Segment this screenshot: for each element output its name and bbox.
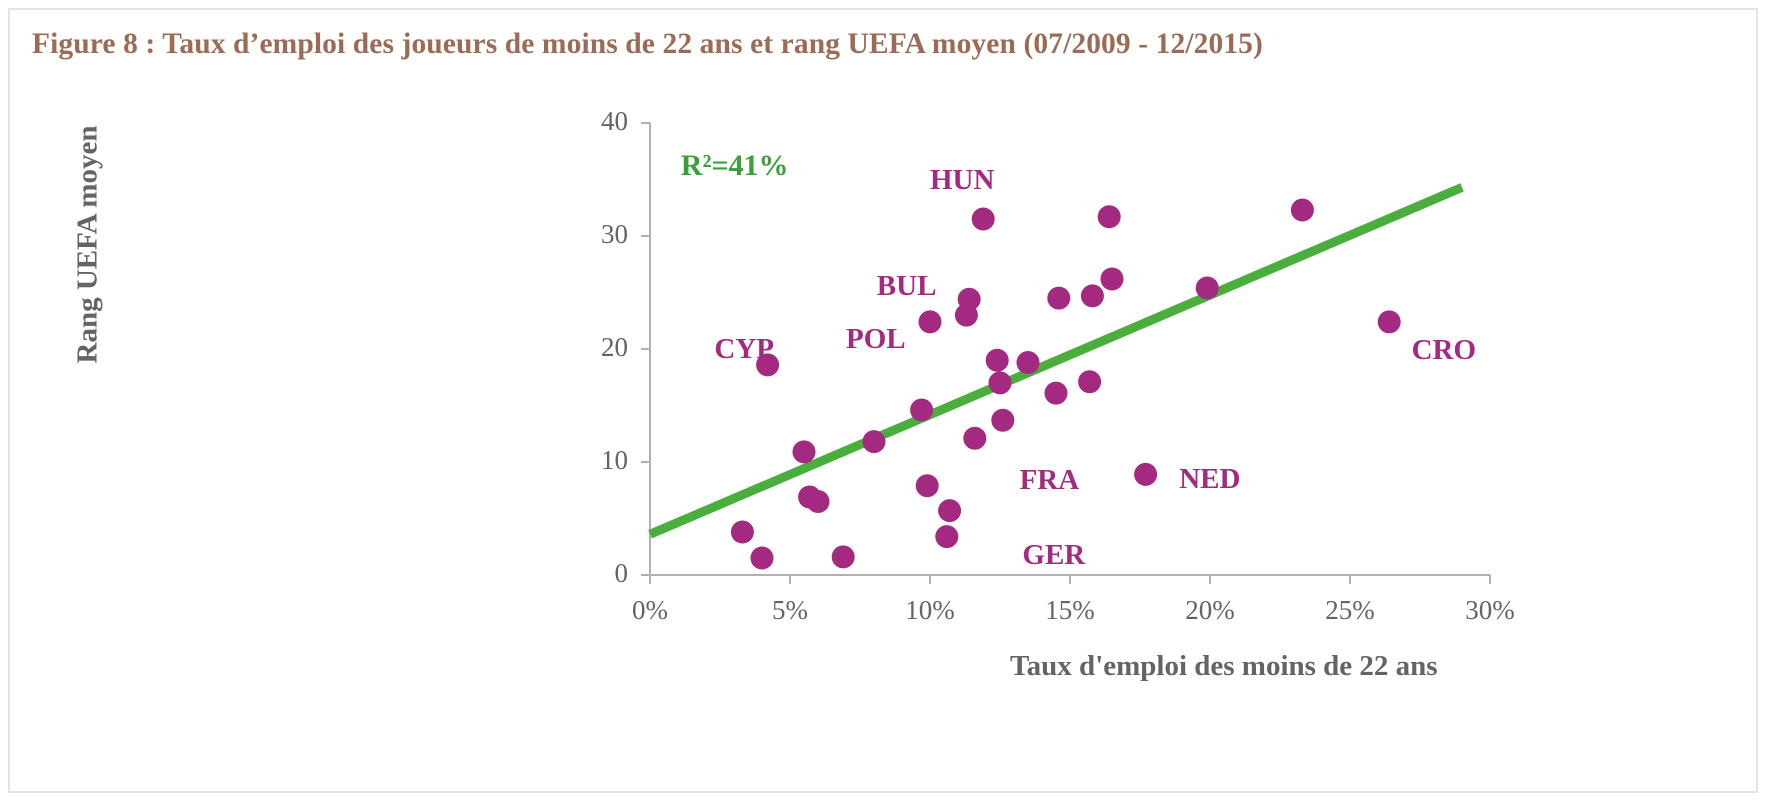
data-point[interactable] <box>910 398 934 422</box>
data-point[interactable] <box>935 525 959 549</box>
r-squared-annotation: R²=41% <box>680 149 789 183</box>
figure-title: Figure 8 : Taux d’emploi des joueurs de … <box>32 28 1263 60</box>
data-point-label: NED <box>1179 463 1241 496</box>
data-point[interactable] <box>862 430 886 454</box>
data-point[interactable] <box>963 426 987 450</box>
y-axis-tick-label: 10 <box>601 445 628 475</box>
scatter-chart: Rang UEFA moyen Taux d'emploi des moins … <box>10 80 1756 793</box>
data-point[interactable] <box>1195 276 1219 300</box>
trendline <box>648 183 1464 539</box>
y-axis-tick-label: 30 <box>601 219 628 249</box>
x-axis-tick-label: 25% <box>1325 595 1375 625</box>
data-point[interactable] <box>1078 370 1102 394</box>
data-point[interactable] <box>957 287 981 311</box>
data-point-label: POL <box>846 323 906 356</box>
data-point[interactable] <box>1016 351 1040 375</box>
data-point[interactable] <box>1044 381 1068 405</box>
y-axis-tick-label: 40 <box>601 106 628 136</box>
data-point[interactable] <box>915 474 939 498</box>
data-point[interactable] <box>918 310 942 334</box>
data-point[interactable] <box>1377 310 1401 334</box>
x-axis-title: Taux d'emploi des moins de 22 ans <box>1010 650 1438 682</box>
data-point[interactable] <box>985 348 1009 372</box>
data-point-label: GER <box>1022 538 1086 571</box>
data-point[interactable] <box>991 408 1015 432</box>
data-point[interactable] <box>750 546 774 570</box>
data-point[interactable] <box>806 490 830 514</box>
data-point-label: BUL <box>876 269 937 302</box>
data-point[interactable] <box>1080 284 1104 308</box>
data-point[interactable] <box>1097 205 1121 229</box>
x-axis-tick-label: 30% <box>1465 595 1515 625</box>
data-point-label: CRO <box>1411 334 1477 367</box>
data-point-label: CYP <box>714 333 774 366</box>
y-axis-tick-label: 0 <box>614 558 629 588</box>
data-point[interactable] <box>792 440 816 464</box>
figure-frame: Figure 8 : Taux d’emploi des joueurs de … <box>8 8 1758 793</box>
data-point[interactable] <box>988 371 1012 395</box>
x-axis-tick-label: 10% <box>905 595 955 625</box>
data-point[interactable] <box>938 499 962 523</box>
data-point[interactable] <box>1100 267 1124 291</box>
data-point[interactable] <box>971 207 995 231</box>
y-axis-tick-label: 20 <box>601 332 628 362</box>
data-point-label: HUN <box>930 163 995 196</box>
x-axis-tick-label: 0% <box>632 595 668 625</box>
x-axis-tick-label: 5% <box>772 595 808 625</box>
data-point[interactable] <box>831 545 855 569</box>
x-axis-tick-label: 15% <box>1045 595 1095 625</box>
data-point[interactable] <box>1047 286 1071 310</box>
data-point[interactable] <box>756 353 780 377</box>
data-point-label: FRA <box>1019 464 1080 497</box>
data-point[interactable] <box>1290 198 1314 222</box>
data-point[interactable] <box>730 520 754 544</box>
x-axis-tick-label: 20% <box>1185 595 1235 625</box>
data-point[interactable] <box>1134 462 1158 486</box>
plot-canvas <box>641 122 1491 584</box>
